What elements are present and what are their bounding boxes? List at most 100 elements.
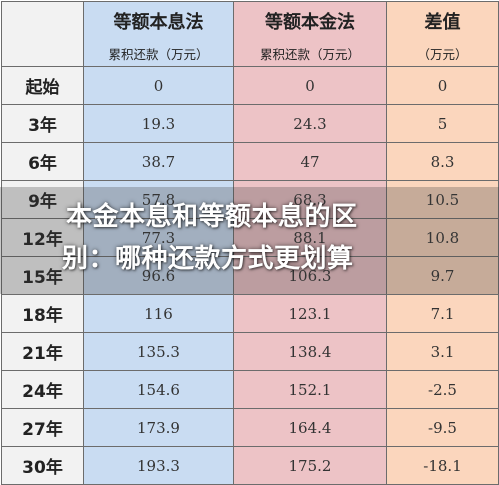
cell-value: -9.5 <box>428 419 457 437</box>
header-difference: 差值 （万元） <box>386 1 499 67</box>
cell-difference: 7.1 <box>386 294 499 333</box>
cell-value: 19.3 <box>141 115 176 133</box>
cell-value: 68.3 <box>293 191 327 209</box>
cell-value: 164.4 <box>288 419 332 437</box>
table-row: 21年 135.3 138.4 3.1 <box>1 332 499 371</box>
cell-value: 154.6 <box>137 381 180 399</box>
cell-value: 9.7 <box>430 267 455 285</box>
cell-value: 135.3 <box>137 343 180 361</box>
cell-value: 57.8 <box>141 191 176 209</box>
cell-equal-payment: 154.6 <box>83 370 234 409</box>
cell-value: 38.7 <box>141 153 176 171</box>
cell-value: 24.3 <box>293 115 327 133</box>
table-row: 30年 193.3 175.2 -18.1 <box>1 446 499 485</box>
cell-value: 0 <box>153 77 164 95</box>
cell-value: 123.1 <box>288 305 332 323</box>
row-label: 21年 <box>1 332 84 371</box>
row-label: 18年 <box>1 294 84 333</box>
cell-equal-principal: 88.1 <box>233 218 387 257</box>
cell-value: 138.4 <box>288 343 332 361</box>
cell-equal-principal: 106.3 <box>233 256 387 295</box>
cell-value: 88.1 <box>293 229 327 247</box>
overlay-title-line2: 别：哪种还款方式更划算 <box>62 244 354 274</box>
cell-value: 173.9 <box>137 419 180 437</box>
row-label: 12年 <box>1 218 84 257</box>
header-equal-principal: 等额本金法 累积还款（万元） <box>233 1 387 67</box>
overlay-title: 本金本息和等额本息的区 别：哪种还款方式更划算 <box>62 196 446 280</box>
cell-equal-principal: 175.2 <box>233 446 387 485</box>
cell-value: 10.5 <box>425 191 460 209</box>
header-title: 差值 <box>424 11 461 33</box>
cell-value: -2.5 <box>428 381 457 399</box>
cell-equal-principal: 164.4 <box>233 408 387 447</box>
cell-difference: -9.5 <box>386 408 499 447</box>
cell-difference: -2.5 <box>386 370 499 409</box>
cell-difference: 8.3 <box>386 142 499 181</box>
cell-difference: 10.8 <box>386 218 499 257</box>
cell-equal-principal: 123.1 <box>233 294 387 333</box>
cell-equal-principal: 24.3 <box>233 104 387 143</box>
cell-value: 152.1 <box>288 381 332 399</box>
table-row: 6年 38.7 47 8.3 <box>1 142 499 181</box>
cell-difference: 3.1 <box>386 332 499 371</box>
cell-value: 0 <box>437 77 448 95</box>
cell-value: 3.1 <box>430 343 455 361</box>
cell-equal-payment: 38.7 <box>83 142 234 181</box>
row-label: 起始 <box>1 66 84 105</box>
table-row: 24年 154.6 152.1 -2.5 <box>1 370 499 409</box>
cell-equal-payment: 173.9 <box>83 408 234 447</box>
cell-difference: 10.5 <box>386 180 499 219</box>
cell-value: 193.3 <box>137 457 180 475</box>
header-subtitle: （万元） <box>417 46 468 62</box>
table-header-row: 等额本息法 累积还款（万元） 等额本金法 累积还款（万元） 差值 （万元） <box>1 1 499 67</box>
table-row: 18年 116 123.1 7.1 <box>1 294 499 333</box>
header-title: 等额本息法 <box>113 11 204 33</box>
table-row: 27年 173.9 164.4 -9.5 <box>1 408 499 447</box>
header-subtitle: 累积还款（万元） <box>259 46 360 62</box>
cell-value: 106.3 <box>288 267 332 285</box>
cell-equal-payment: 135.3 <box>83 332 234 371</box>
row-label: 15年 <box>1 256 84 295</box>
cell-equal-principal: 68.3 <box>233 180 387 219</box>
cell-difference: 9.7 <box>386 256 499 295</box>
cell-value: 8.3 <box>430 153 455 171</box>
title-overlay-band <box>0 187 499 294</box>
cell-value: 7.1 <box>430 305 455 323</box>
cell-equal-payment: 57.8 <box>83 180 234 219</box>
cell-value: 47 <box>300 153 320 171</box>
cell-equal-principal: 0 <box>233 66 387 105</box>
row-label: 6年 <box>1 142 84 181</box>
cell-equal-payment: 0 <box>83 66 234 105</box>
row-label: 30年 <box>1 446 84 485</box>
cell-difference: 0 <box>386 66 499 105</box>
cell-value: 175.2 <box>288 457 332 475</box>
header-equal-payment: 等额本息法 累积还款（万元） <box>83 1 234 67</box>
cell-equal-payment: 116 <box>83 294 234 333</box>
cell-equal-principal: 152.1 <box>233 370 387 409</box>
cell-difference: -18.1 <box>386 446 499 485</box>
cell-equal-principal: 138.4 <box>233 332 387 371</box>
table-row: 15年 96.6 106.3 9.7 <box>1 256 499 295</box>
table-row: 9年 57.8 68.3 10.5 <box>1 180 499 219</box>
header-subtitle: 累积还款（万元） <box>108 46 209 62</box>
cell-difference: 5 <box>386 104 499 143</box>
cell-equal-payment: 19.3 <box>83 104 234 143</box>
cell-value: 96.6 <box>141 267 176 285</box>
table-row: 3年 19.3 24.3 5 <box>1 104 499 143</box>
row-label: 27年 <box>1 408 84 447</box>
corner-cell <box>1 1 84 67</box>
cell-value: 5 <box>437 115 448 133</box>
cell-equal-principal: 47 <box>233 142 387 181</box>
row-label: 3年 <box>1 104 84 143</box>
cell-value: 77.3 <box>141 229 176 247</box>
table-row: 起始 0 0 0 <box>1 66 499 105</box>
header-title: 等额本金法 <box>265 11 355 33</box>
cell-value: 116 <box>144 305 173 323</box>
cell-value: 10.8 <box>425 229 460 247</box>
row-label: 24年 <box>1 370 84 409</box>
overlay-title-line1: 本金本息和等额本息的区 <box>66 202 358 232</box>
cell-equal-payment: 193.3 <box>83 446 234 485</box>
cell-equal-payment: 96.6 <box>83 256 234 295</box>
cell-value: -18.1 <box>423 457 462 475</box>
